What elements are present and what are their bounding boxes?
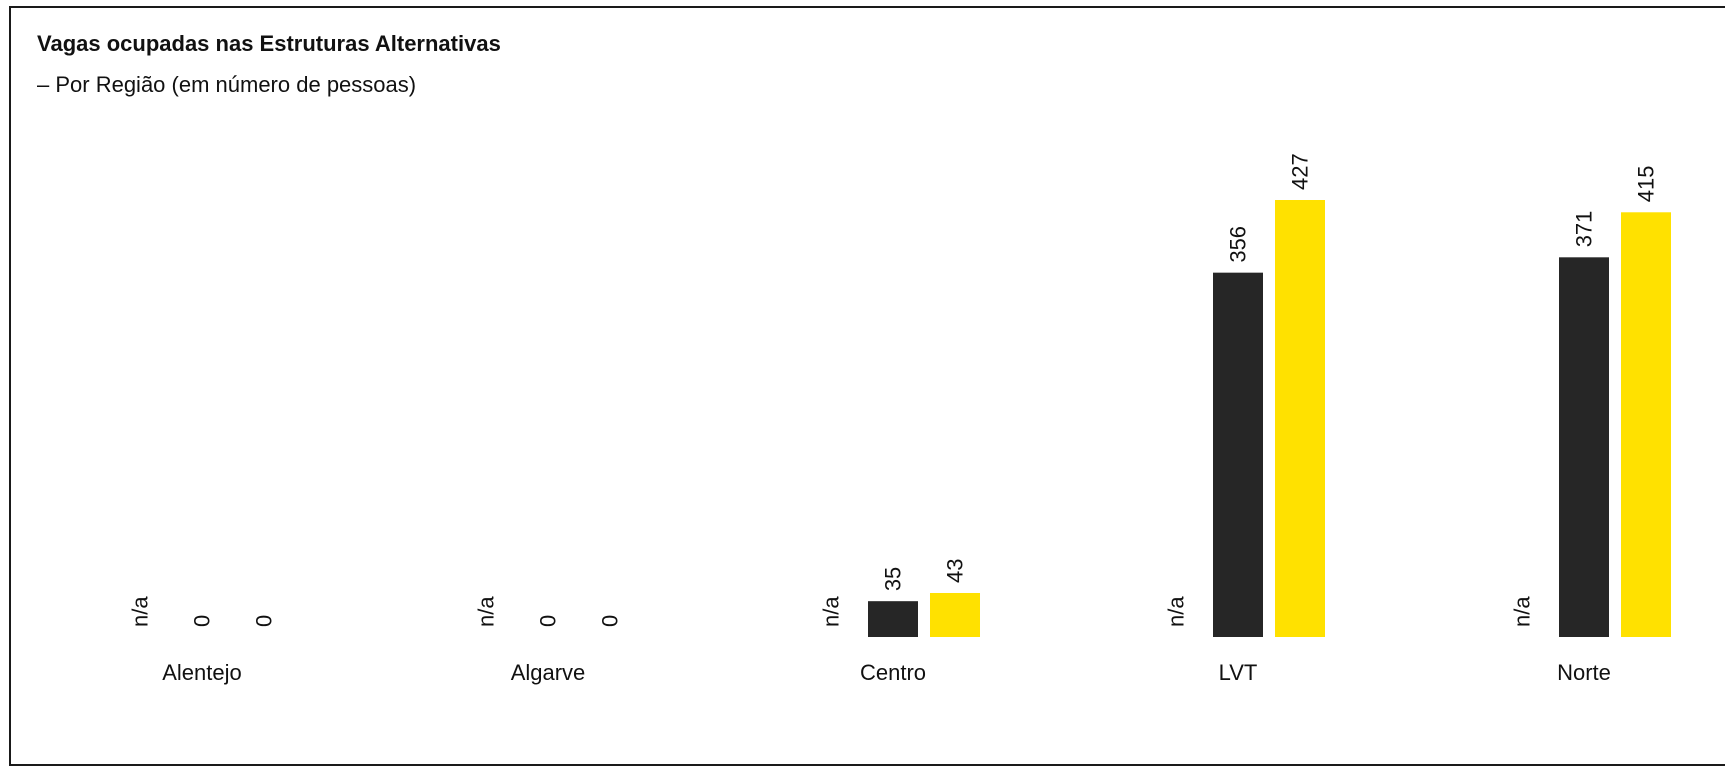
bar-lvt-series-2 [1213, 272, 1263, 637]
data-label-lvt-series-1: n/a [1164, 596, 1189, 627]
data-label-centro-series-1: n/a [819, 596, 844, 627]
data-label-lvt-series-2: 356 [1226, 226, 1251, 263]
data-label-alentejo-series-1: n/a [128, 596, 153, 627]
chart-subtitle: – Por Região (em número de pessoas) [37, 72, 417, 97]
bar-norte-series-2 [1559, 257, 1609, 637]
data-label-algarve-series-3: 0 [598, 615, 623, 627]
category-label-lvt: LVT [1219, 660, 1258, 685]
category-label-norte: Norte [1557, 660, 1611, 685]
bar-chart: n/a 0 0 Alentejo n/a 0 0 Algarve n/a 35 43 Centro n/… [128, 153, 1671, 685]
data-label-norte-series-3: 415 [1634, 166, 1659, 203]
bar-lvt-series-3 [1275, 200, 1325, 637]
data-label-lvt-series-3: 427 [1288, 153, 1313, 190]
chart-title: Vagas ocupadas nas Estruturas Alternativ… [37, 31, 501, 56]
data-label-algarve-series-1: n/a [474, 596, 499, 627]
data-label-norte-series-2: 371 [1572, 211, 1597, 248]
data-label-norte-series-1: n/a [1510, 596, 1535, 627]
bar-centro-series-2 [868, 601, 918, 637]
data-label-alentejo-series-2: 0 [190, 615, 215, 627]
bar-centro-series-3 [930, 592, 980, 637]
category-label-algarve: Algarve [511, 660, 586, 685]
category-label-centro: Centro [860, 660, 926, 685]
data-label-centro-series-3: 43 [943, 559, 968, 583]
category-label-alentejo: Alentejo [162, 660, 242, 685]
data-label-algarve-series-2: 0 [536, 615, 561, 627]
data-label-centro-series-2: 35 [881, 567, 906, 591]
bar-norte-series-3 [1621, 212, 1671, 637]
data-label-alentejo-series-3: 0 [252, 615, 277, 627]
